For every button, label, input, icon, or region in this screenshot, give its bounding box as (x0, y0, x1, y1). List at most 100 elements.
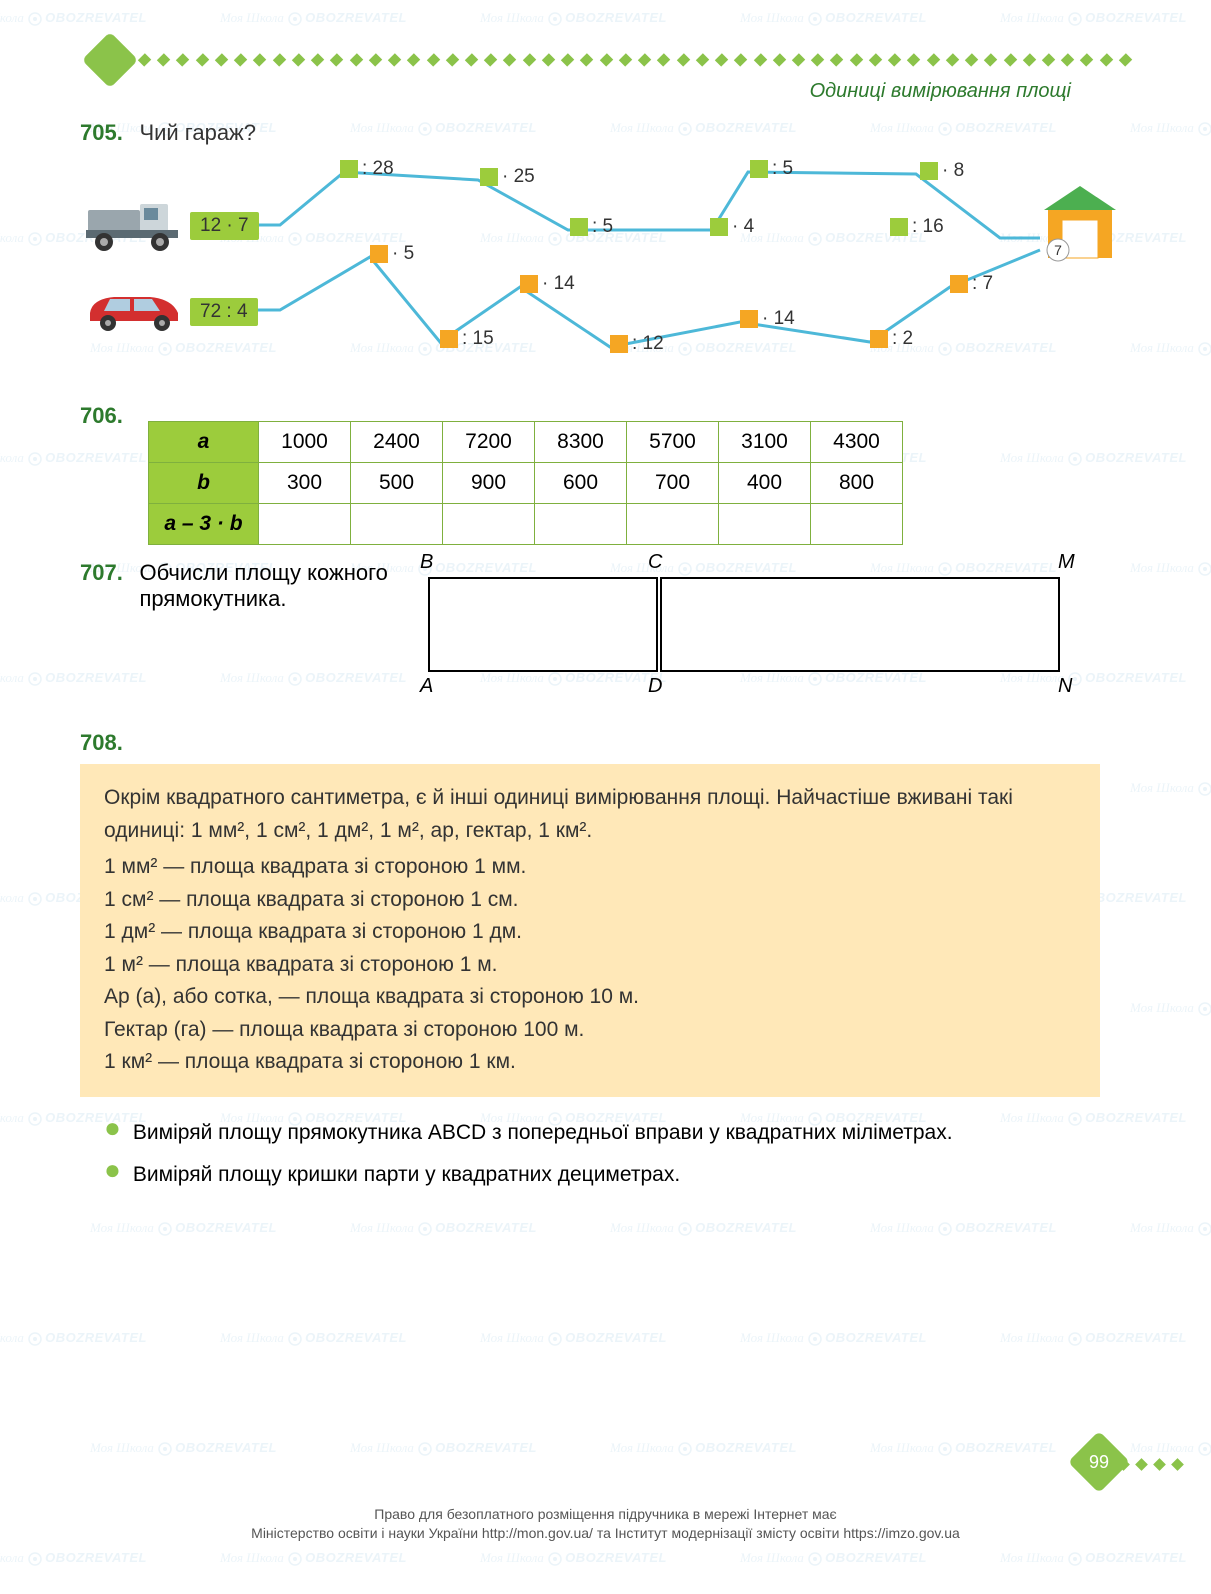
watermark-item: Моя Школа OBOZREVATEL (1130, 1220, 1211, 1236)
table-cell: 400 (719, 463, 811, 504)
table-cell: 500 (351, 463, 443, 504)
watermark-item: Моя Школа OBOZREVATEL (870, 1440, 1057, 1456)
exercise-number: 705. (80, 120, 135, 146)
op-square (340, 160, 358, 178)
exercise-707: 707. Обчисли площу кожного прямокутника.… (80, 560, 1130, 612)
info-line: 1 дм² — площа квадрата зі стороною 1 дм. (104, 916, 1076, 949)
watermark-item: Моя Школа OBOZREVATEL (220, 10, 407, 26)
table-cell (719, 504, 811, 545)
garage-icon: 7 (1040, 178, 1120, 268)
watermark-item: Моя Школа OBOZREVATEL (1130, 1000, 1211, 1016)
op-square (890, 218, 908, 236)
watermark-item: Моя Школа OBOZREVATEL (350, 1440, 537, 1456)
exercise-title: Чий гараж? (139, 120, 256, 145)
bullet-list: ● Виміряй площу прямокутника ABCD з попер… (80, 1117, 1130, 1192)
vertex-label: A (420, 675, 433, 698)
bottom-diamond-border (1119, 1460, 1191, 1469)
table-cell (351, 504, 443, 545)
truck-icon (80, 198, 190, 258)
op-label: : 12 (632, 333, 664, 355)
start-car-value: 72 : 4 (190, 298, 258, 326)
garage-diagram: 12 · 7 72 : 4 7 : 28· 25: 5· 8· 5: 5· 4:… (80, 150, 1130, 380)
table-cell: 600 (535, 463, 627, 504)
table-row-header: a (149, 422, 259, 463)
op-label: · 4 (732, 216, 754, 238)
vertex-label: M (1058, 551, 1075, 574)
op-square (440, 330, 458, 348)
exercise-number: 707. (80, 560, 135, 586)
table-cell: 3100 (719, 422, 811, 463)
table-cell (627, 504, 719, 545)
bullet-text: Виміряй площу кришки парти у квадратних … (133, 1159, 680, 1192)
watermark-item: Моя Школа OBOZREVATEL (0, 1550, 147, 1566)
op-label: : 7 (972, 273, 993, 295)
table-cell: 800 (811, 463, 903, 504)
op-label: : 15 (462, 328, 494, 350)
op-square (710, 218, 728, 236)
path-lines (80, 150, 1130, 380)
rectangle-cdnm (660, 577, 1060, 672)
table-cell: 7200 (443, 422, 535, 463)
corner-diamond-icon (82, 32, 139, 89)
watermark-item: Моя Школа OBOZREVATEL (0, 10, 147, 26)
op-label: : 5 (592, 216, 613, 238)
exercise-text: Обчисли площу кожного прямокутника. (139, 560, 439, 612)
page-number: 99 (1077, 1440, 1121, 1484)
watermark-item: Моя Школа OBOZREVATEL (220, 670, 407, 686)
exercise-number: 708. (80, 730, 135, 756)
watermark-item: Моя Школа OBOZREVATEL (740, 10, 927, 26)
table-cell (443, 504, 535, 545)
table-cell: 4300 (811, 422, 903, 463)
rectangle-abcd (428, 577, 658, 672)
table-cell: 5700 (627, 422, 719, 463)
top-diamond-border (140, 55, 1140, 67)
info-line: 1 км² — площа квадрата зі стороною 1 км. (104, 1046, 1076, 1079)
car-icon (80, 285, 190, 338)
info-line: Гектар (га) — площа квадрата зі стороною… (104, 1014, 1076, 1047)
table-706: a1000240072008300570031004300b3005009006… (148, 421, 903, 545)
info-line: 1 см² — площа квадрата зі стороною 1 см. (104, 884, 1076, 917)
bullet-item: ●Виміряй площу кришки парти у квадратних… (80, 1159, 1130, 1192)
op-label: : 5 (772, 158, 793, 180)
rectangles-figure: B C M A D N (420, 555, 1120, 695)
watermark-item: Моя Школа OBOZREVATEL (1130, 560, 1211, 576)
watermark-item: Моя Школа OBOZREVATEL (870, 1220, 1057, 1236)
op-square (370, 245, 388, 263)
watermark-item: Моя Школа OBOZREVATEL (0, 670, 147, 686)
bullet-item: ● Виміряй площу прямокутника ABCD з попер… (80, 1117, 1130, 1150)
info-line: 1 м² — площа квадрата зі стороною 1 м. (104, 949, 1076, 982)
watermark-item: Моя Школа OBOZREVATEL (740, 1550, 927, 1566)
watermark-item: Моя Школа OBOZREVATEL (1130, 120, 1211, 136)
table-cell (811, 504, 903, 545)
op-square (570, 218, 588, 236)
table-cell (259, 504, 351, 545)
bullet-text: Виміряй площу прямокутника ABCD з попере… (133, 1117, 953, 1150)
op-square (870, 330, 888, 348)
vertex-label: B (420, 551, 433, 574)
watermark-item: Моя Школа OBOZREVATEL (220, 1330, 407, 1346)
op-square (950, 275, 968, 293)
vertex-label: C (648, 551, 662, 574)
vertex-label: D (648, 675, 662, 698)
table-cell: 300 (259, 463, 351, 504)
watermark-item: Моя Школа OBOZREVATEL (1130, 780, 1211, 796)
op-label: : 16 (912, 216, 944, 238)
info-line: Окрім квадратного сантиметра, є й інші о… (104, 782, 1076, 847)
op-square (520, 275, 538, 293)
table-row-header: a – 3 · b (149, 504, 259, 545)
watermark-item: Моя Школа OBOZREVATEL (1000, 1330, 1187, 1346)
bullet-dot-icon: ● (104, 1117, 121, 1150)
svg-text:7: 7 (1054, 242, 1062, 258)
footer-line-1: Право для безоплатного розміщення підруч… (0, 1505, 1211, 1525)
op-label: · 5 (392, 243, 414, 265)
watermark-item: Моя Школа OBOZREVATEL (480, 1550, 667, 1566)
table-cell: 2400 (351, 422, 443, 463)
op-square (610, 335, 628, 353)
watermark-item: Моя Школа OBOZREVATEL (480, 1330, 667, 1346)
op-square (920, 162, 938, 180)
watermark-item: Моя Школа OBOZREVATEL (90, 1440, 277, 1456)
exercise-708: 708. Окрім квадратного сантиметра, є й і… (80, 730, 1130, 1202)
section-title: Одиниці вимірювання площі (810, 80, 1071, 103)
watermark-item: Моя Школа OBOZREVATEL (740, 1330, 927, 1346)
table-row-header: b (149, 463, 259, 504)
